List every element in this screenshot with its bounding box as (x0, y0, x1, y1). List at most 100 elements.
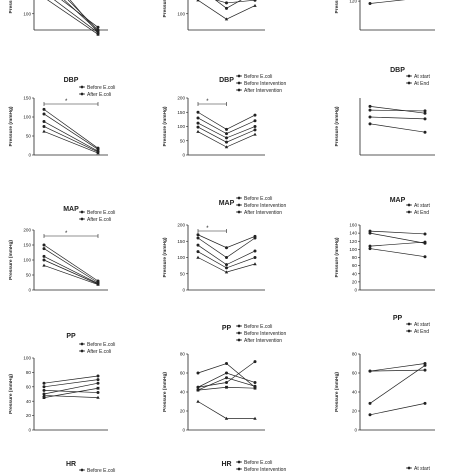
data-point (225, 381, 228, 384)
y-tick-label: 40 (352, 390, 358, 395)
data-point (253, 262, 257, 266)
legend-entry: After Intervention (244, 338, 282, 344)
series-line (43, 113, 99, 150)
data-point (225, 266, 228, 270)
series-line (369, 106, 426, 114)
series-line (63, 0, 99, 32)
legend-swatch-marker (407, 210, 411, 214)
y-tick-label: 20 (352, 279, 358, 284)
legend-swatch-marker (80, 210, 84, 214)
y-tick-label: 150 (177, 239, 185, 244)
significance-mark: * (65, 231, 68, 237)
y-tick-label: 150 (23, 96, 31, 101)
data-point (42, 385, 46, 389)
data-point (253, 236, 257, 240)
legend-entry: At start (414, 322, 430, 328)
data-point (225, 263, 228, 267)
data-point (225, 132, 228, 136)
legend-swatch-marker (407, 81, 411, 85)
legend-entry: At start (414, 203, 430, 209)
chart-title: HR (66, 461, 76, 468)
series-line (369, 363, 426, 372)
data-point (196, 236, 200, 240)
data-point (196, 116, 200, 120)
legend-entry: After Intervention (244, 88, 282, 94)
data-point (96, 391, 100, 395)
series-line (43, 256, 99, 284)
y-tick-label: 80 (180, 352, 186, 357)
data-point (225, 256, 228, 259)
legend-entry: Before E.coli (87, 468, 115, 474)
data-point (196, 0, 200, 2)
y-axis-label: Pressure (mmHg) (162, 372, 168, 412)
series-line (43, 379, 99, 388)
data-point (225, 371, 228, 375)
y-tick-label: 40 (180, 390, 186, 395)
y-tick-label: 100 (23, 258, 31, 263)
series-line (369, 369, 426, 372)
data-point (253, 256, 257, 259)
y-axis-label: Pressure (mm (8, 0, 14, 14)
data-point (225, 362, 228, 365)
series-line (369, 123, 426, 133)
series-line (369, 241, 426, 247)
y-tick-label: 0 (354, 428, 357, 433)
series-line (53, 0, 99, 33)
data-point (224, 270, 229, 274)
significance-mark: * (65, 99, 68, 105)
legend-entry: Before E.coli (244, 460, 272, 466)
data-point (196, 129, 200, 133)
data-point (196, 399, 200, 403)
data-point (224, 416, 229, 420)
data-point (368, 231, 372, 235)
data-point (423, 232, 427, 236)
y-axis-label: Pressure (mmHg) (162, 237, 168, 277)
data-point (96, 151, 100, 155)
legend-entry: At End (414, 329, 429, 335)
y-tick-label: 80 (26, 370, 32, 375)
y-tick-label: 200 (23, 228, 31, 233)
data-point (196, 110, 200, 114)
legend-swatch-marker (237, 338, 241, 342)
y-axis-label: Pressure (mmHg) (8, 374, 14, 414)
y-axis-label: Pressure (mm (334, 0, 340, 14)
series-line (43, 265, 99, 285)
series-line (43, 121, 99, 152)
series-line (43, 387, 99, 398)
data-point (423, 240, 427, 244)
chart-hr-startend: At start (406, 466, 430, 472)
legend-swatch-marker (237, 324, 241, 328)
series-line (197, 234, 256, 249)
data-point (196, 243, 200, 247)
legend-entry: Before E.coli (244, 196, 272, 202)
data-point (225, 1, 228, 5)
data-point (225, 6, 228, 10)
data-point (225, 376, 228, 380)
chart-title: HR (221, 461, 231, 468)
significance-mark: * (206, 99, 209, 105)
y-tick-label: 80 (352, 255, 358, 260)
y-tick-label: 150 (23, 243, 31, 248)
data-point (253, 0, 257, 2)
legend-swatch-marker (237, 81, 241, 85)
y-tick-label: 50 (180, 138, 186, 143)
y-axis-label: Pressure (mmHg) (162, 106, 168, 146)
data-point (368, 108, 372, 112)
data-point (96, 282, 100, 286)
data-point (368, 369, 372, 373)
series-line (43, 382, 99, 395)
data-point (225, 246, 228, 250)
data-point (253, 125, 257, 128)
legend-swatch-marker (80, 217, 84, 221)
series-line (43, 244, 99, 282)
y-tick-label: 160 (349, 223, 357, 228)
chart-title: PP (66, 333, 76, 340)
data-point (423, 111, 427, 115)
y-axis-label: Pressure (mmHg) (334, 372, 340, 412)
y-tick-label: 150 (177, 110, 185, 115)
legend-entry: Before Intervention (244, 331, 286, 337)
